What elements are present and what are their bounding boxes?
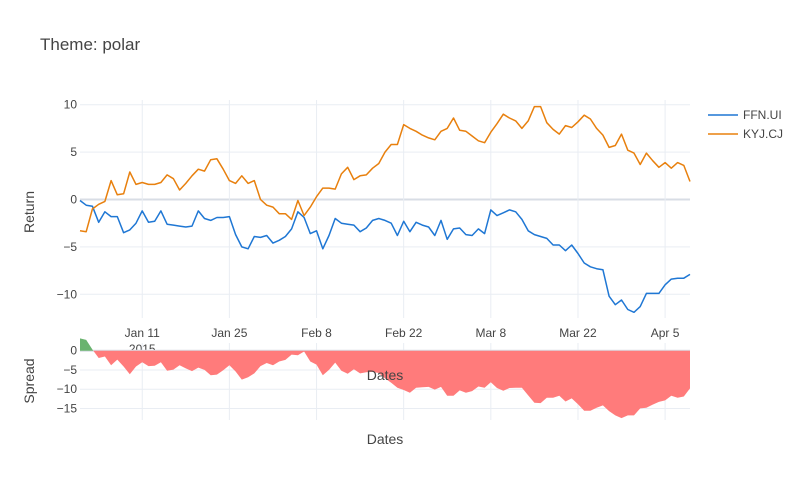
top-y-tick-label: −10	[57, 287, 78, 301]
series-line-ffn-ui	[79, 199, 691, 314]
legend[interactable]: FFN.UI KYJ.CJ	[708, 108, 783, 141]
top-y-tick-label: 10	[64, 98, 78, 112]
top-x-tick-label: Feb 8	[301, 326, 332, 340]
top-y-tick-label: 0	[70, 193, 77, 207]
top-y-axis-label: Return	[21, 191, 37, 233]
top-y-tick-label: −5	[63, 240, 77, 254]
spread-y-tick-label: −15	[57, 401, 78, 415]
top-x-tick-label: Mar 8	[475, 326, 506, 340]
legend-label: FFN.UI	[743, 108, 782, 122]
top-x-tick-label: Jan 25	[211, 326, 247, 340]
top-x-tick-label: Jan 11	[125, 326, 160, 340]
spread-y-axis-label: Spread	[21, 358, 37, 403]
spread-negative-area	[80, 350, 690, 419]
legend-label: KYJ.CJ	[743, 127, 783, 141]
spread-y-tick-label: 0	[70, 344, 77, 358]
top-x-tick-label: Mar 22	[559, 326, 597, 340]
series-line-kyj-cj	[79, 105, 691, 233]
top-y-tick-label: 5	[70, 145, 77, 159]
top-grid	[80, 100, 690, 318]
spread-x-axis-label: Dates	[367, 431, 404, 447]
chart-title: Theme: polar	[40, 35, 140, 54]
top-y-tick-labels: −10 −5 0 5 10	[57, 98, 78, 302]
top-x-tick-label: Apr 5	[651, 326, 680, 340]
top-series-lines	[79, 105, 691, 314]
spread-area	[80, 338, 690, 419]
spread-y-tick-label: −10	[57, 382, 78, 396]
top-x-tick-label: Feb 22	[385, 326, 423, 340]
spread-y-tick-labels: 0 −5 −10 −15	[57, 344, 78, 416]
spread-inner-x-label: Dates	[367, 367, 404, 383]
spread-y-tick-label: −5	[63, 363, 77, 377]
